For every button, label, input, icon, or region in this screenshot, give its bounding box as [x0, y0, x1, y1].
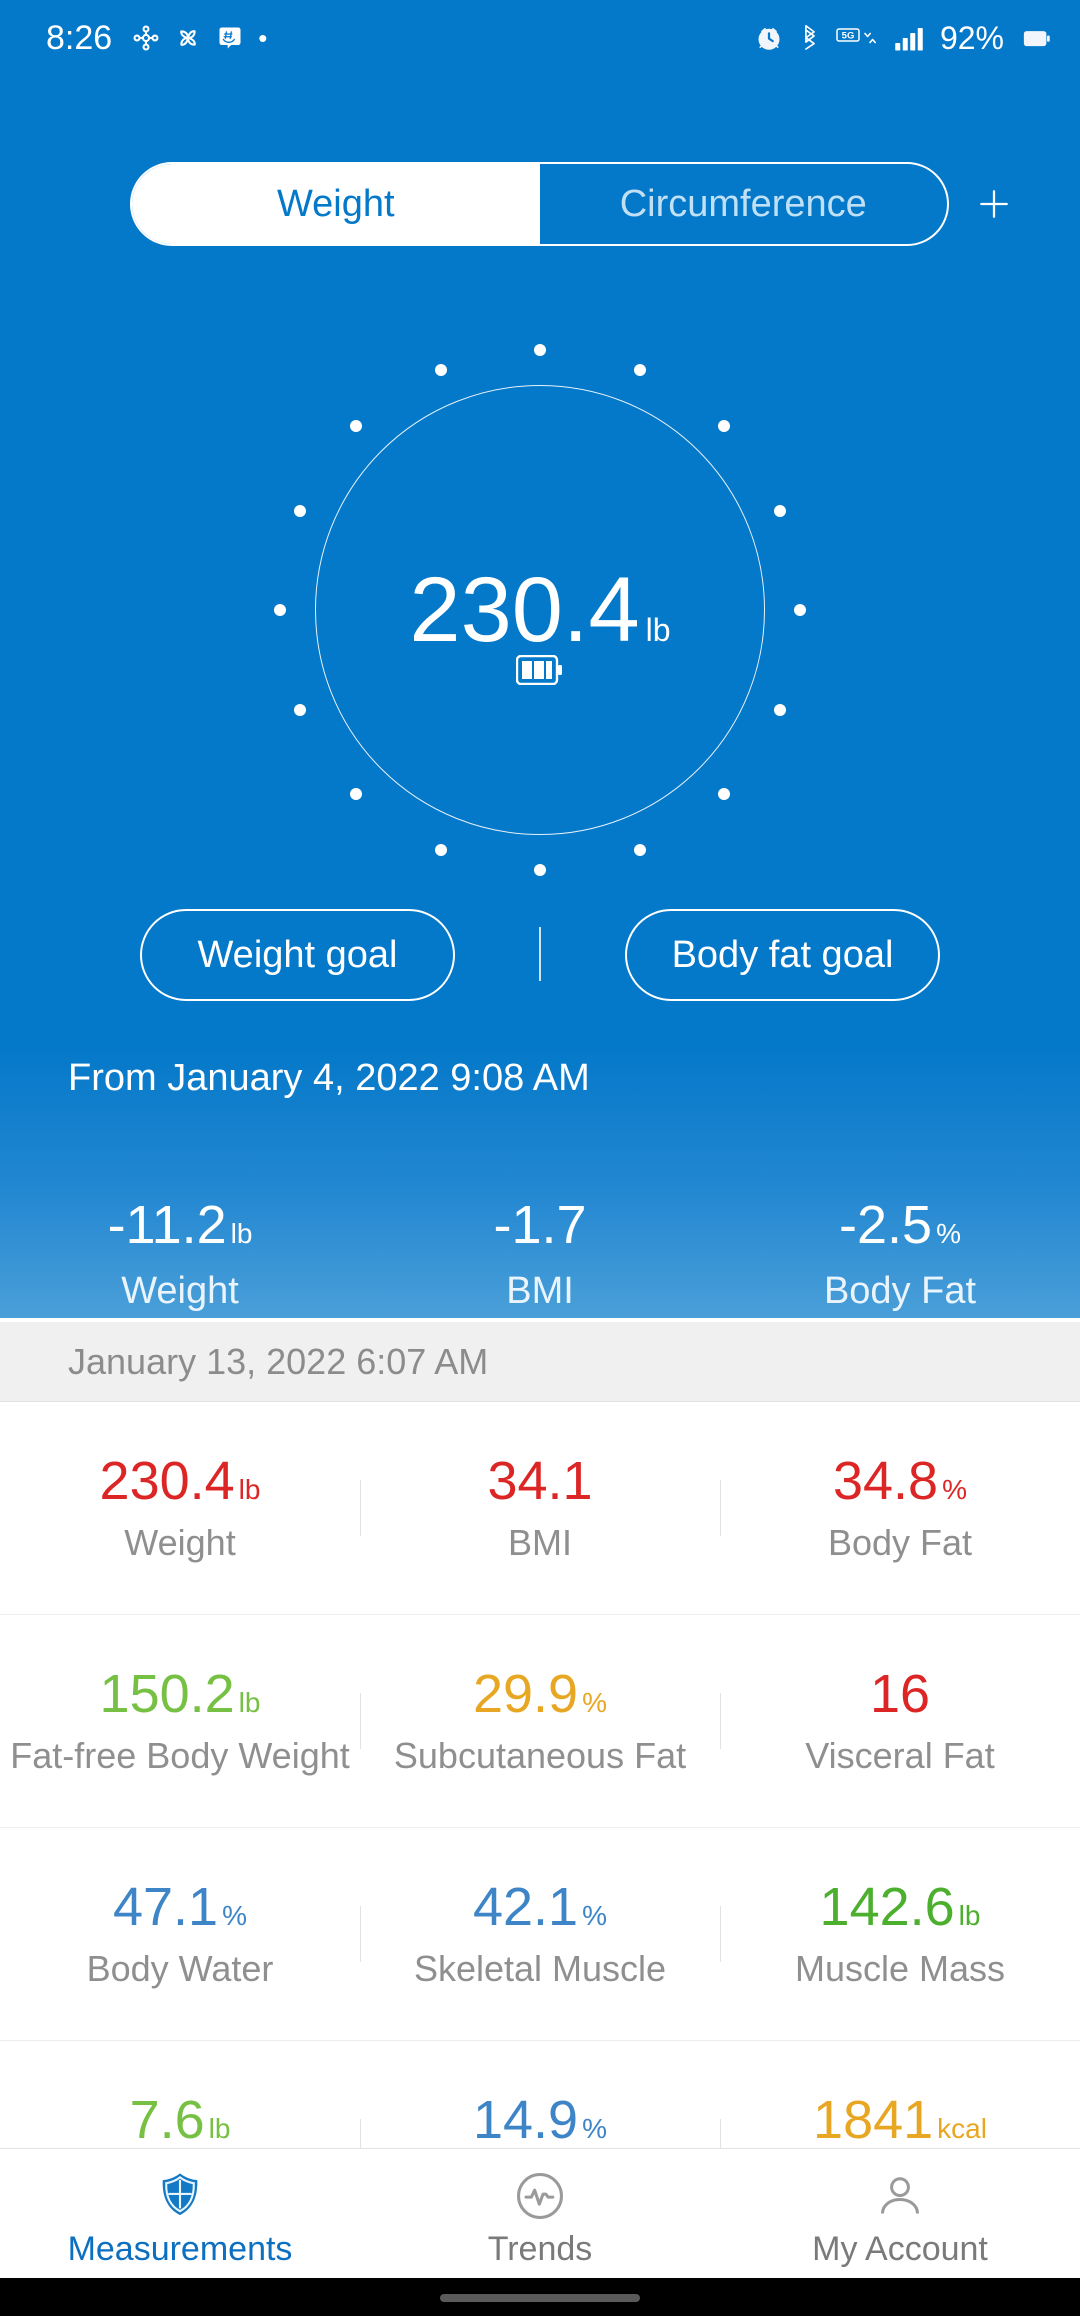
- svg-text:5G: 5G: [842, 30, 855, 41]
